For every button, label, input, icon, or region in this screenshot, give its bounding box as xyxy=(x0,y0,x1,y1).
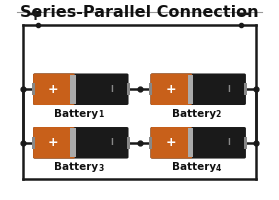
Text: +: + xyxy=(48,83,59,96)
Text: I: I xyxy=(110,138,113,147)
Bar xyxy=(187,128,193,157)
FancyBboxPatch shape xyxy=(33,73,129,105)
Text: −: − xyxy=(236,6,251,24)
Bar xyxy=(32,137,35,149)
Text: +: + xyxy=(165,136,176,149)
Text: I: I xyxy=(110,85,113,94)
Text: Series-Parallel Connection: Series-Parallel Connection xyxy=(20,5,259,20)
Bar xyxy=(70,75,76,104)
Text: I: I xyxy=(228,85,230,94)
Text: Battery: Battery xyxy=(54,162,98,172)
FancyBboxPatch shape xyxy=(150,73,246,105)
Text: Battery: Battery xyxy=(54,109,98,119)
FancyBboxPatch shape xyxy=(33,127,129,159)
Bar xyxy=(32,83,35,95)
FancyBboxPatch shape xyxy=(150,73,192,105)
Bar xyxy=(70,128,76,157)
Text: 1: 1 xyxy=(98,110,104,119)
Bar xyxy=(244,83,247,95)
Bar xyxy=(127,137,130,149)
FancyBboxPatch shape xyxy=(33,73,75,105)
Text: Battery: Battery xyxy=(172,109,216,119)
Text: 2: 2 xyxy=(216,110,221,119)
Text: +: + xyxy=(165,83,176,96)
Text: 3: 3 xyxy=(98,164,104,173)
Text: Battery: Battery xyxy=(172,162,216,172)
FancyBboxPatch shape xyxy=(33,127,75,159)
Bar xyxy=(187,75,193,104)
Bar xyxy=(244,137,247,149)
Text: +: + xyxy=(28,6,43,24)
Bar xyxy=(149,83,152,95)
Text: I: I xyxy=(228,138,230,147)
Bar xyxy=(127,83,130,95)
Text: 4: 4 xyxy=(216,164,221,173)
FancyBboxPatch shape xyxy=(150,127,192,159)
Text: +: + xyxy=(48,136,59,149)
FancyBboxPatch shape xyxy=(150,127,246,159)
Bar xyxy=(149,137,152,149)
